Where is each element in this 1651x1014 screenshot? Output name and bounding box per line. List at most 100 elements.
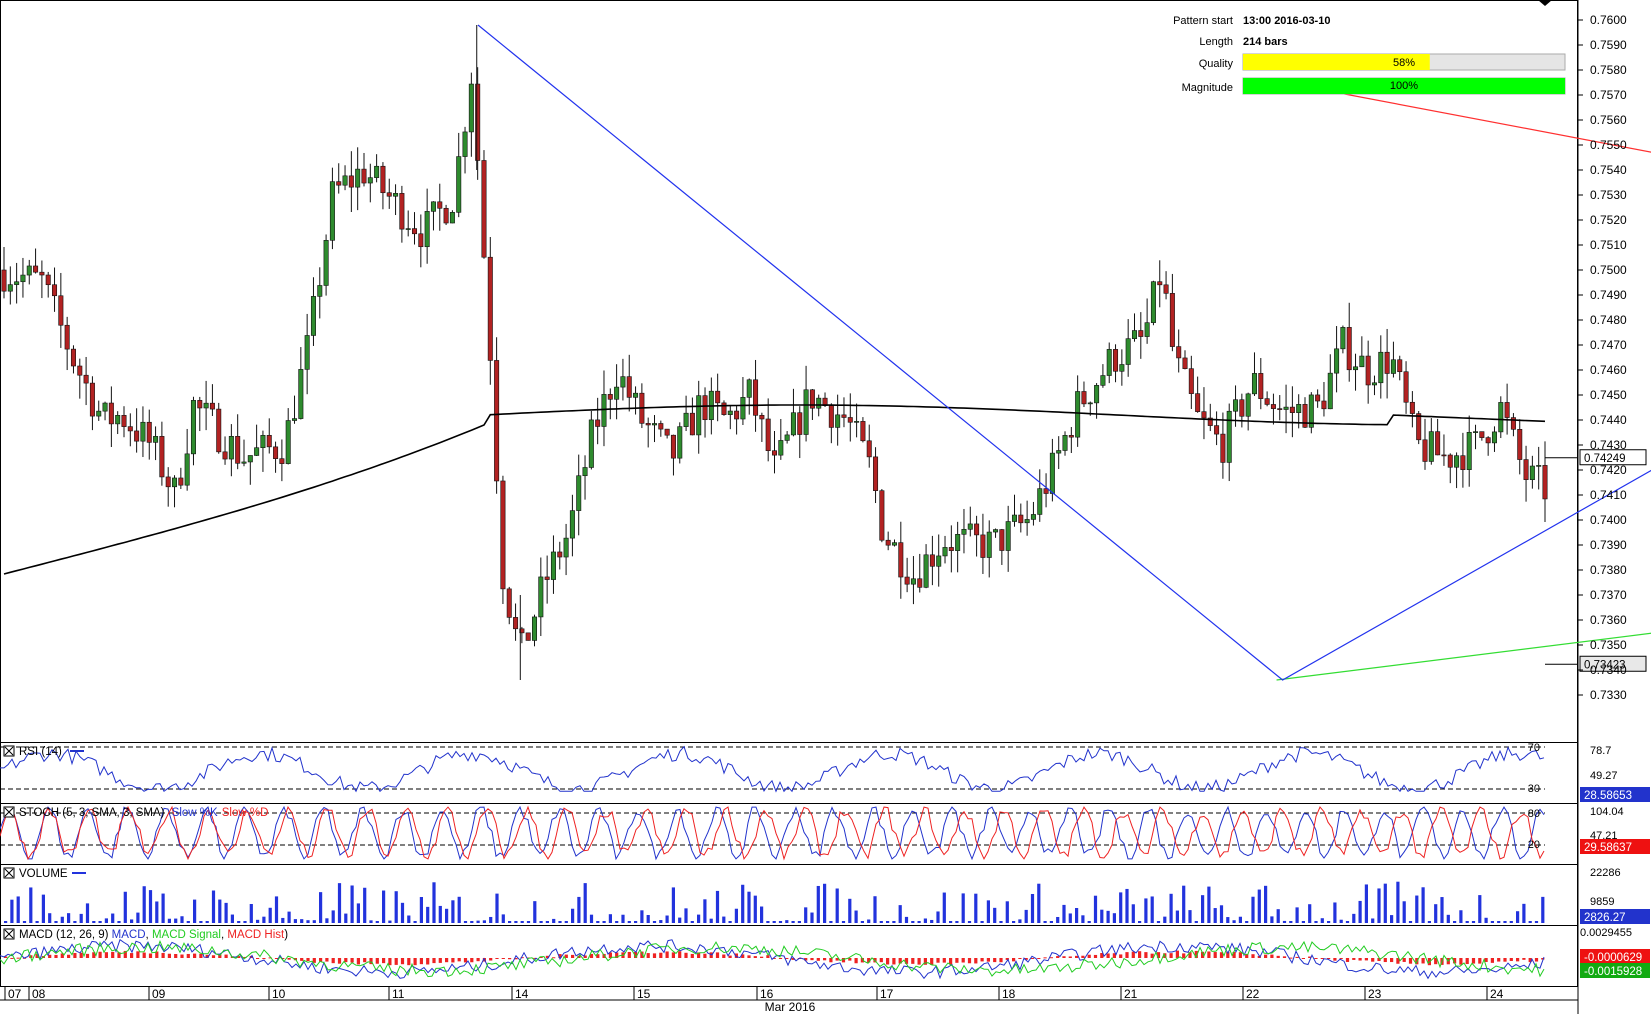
volume-bar <box>344 913 348 923</box>
candle-body <box>247 455 253 463</box>
volume-bar <box>558 921 562 923</box>
macd-hist-bar <box>892 958 896 965</box>
macd-hist-bar <box>1119 954 1123 958</box>
candle-body <box>626 376 632 398</box>
macd-hist-bar <box>256 958 260 959</box>
volume-bar <box>224 902 228 923</box>
price-tick-label: 0.7580 <box>1590 63 1627 77</box>
macd-hist-bar <box>123 950 127 958</box>
volume-bar <box>640 910 644 923</box>
price-panel[interactable] <box>0 0 1578 743</box>
macd-hist-bar <box>558 954 562 958</box>
volume-bar <box>1459 910 1463 923</box>
candle-body <box>1359 355 1365 368</box>
volume-bar <box>508 921 512 923</box>
candle-body <box>803 389 809 435</box>
candle-body <box>45 274 51 286</box>
macd-hist-bar <box>79 952 83 958</box>
candle-body <box>841 414 847 418</box>
macd-hist-bar <box>1030 958 1035 959</box>
volume-bar <box>268 907 272 923</box>
macd-hist-bar <box>564 954 568 958</box>
volume-bar <box>1541 896 1545 923</box>
volume-bar <box>1352 913 1356 923</box>
candle-body <box>1087 402 1093 405</box>
candle-body <box>273 446 279 459</box>
macd-hist-bar <box>1528 958 1532 963</box>
macd-hist-bar <box>703 953 707 958</box>
volume-bar <box>741 884 745 923</box>
rsi-level-30: 30 <box>1528 783 1540 795</box>
volume-bar <box>949 921 953 923</box>
candle-body <box>538 576 544 618</box>
macd-hist-bar <box>1106 953 1110 958</box>
volume-bar <box>262 916 266 923</box>
volume-bar <box>98 921 102 923</box>
time-tick-label: 22 <box>1246 987 1260 1001</box>
candle-body <box>664 428 670 436</box>
volume-bar <box>993 907 997 923</box>
macd-hist-bar <box>715 952 720 958</box>
volume-bar <box>325 918 329 923</box>
candle-body <box>986 531 992 558</box>
candle-body <box>513 617 519 630</box>
macd-hist-bar <box>760 956 764 958</box>
candle-body <box>891 542 897 546</box>
macd-hist-bar <box>1194 950 1198 958</box>
candle-body <box>1510 417 1516 430</box>
macd-hist-bar <box>690 953 694 958</box>
rsi-panel[interactable] <box>0 742 1578 804</box>
volume-bar <box>1308 904 1312 923</box>
candle-body <box>1049 452 1055 494</box>
volume-bar <box>1327 921 1331 923</box>
magnitude-bar-fill <box>1243 78 1565 94</box>
collapse-arrow-icon[interactable] <box>1538 0 1552 6</box>
volume-bar <box>1440 897 1444 923</box>
volume-panel[interactable] <box>0 864 1578 926</box>
volume-bar <box>1396 881 1400 923</box>
macd-title-comma-1: , <box>146 929 152 941</box>
volume-bar <box>634 921 638 923</box>
macd-hist-bar <box>73 953 77 958</box>
stoch-value-tag-text: 29.58637 <box>1584 842 1632 854</box>
volume-bar <box>426 906 430 923</box>
volume-scale-top: 22286 <box>1590 867 1621 879</box>
macd-panel[interactable] <box>0 925 1578 987</box>
macd-hist-bar <box>936 958 940 963</box>
volume-bar <box>243 921 247 923</box>
stoch-title-d: Slow %D <box>222 807 269 819</box>
volume-bar <box>911 921 915 923</box>
volume-bar <box>463 921 468 923</box>
volume-bar <box>155 901 159 923</box>
volume-bar <box>621 914 625 923</box>
macd-hist-bar <box>1081 955 1085 958</box>
volume-bar <box>148 890 153 923</box>
volume-bar <box>571 908 575 923</box>
candle-body <box>961 528 967 535</box>
candle-body <box>544 576 550 580</box>
volume-bar <box>1434 904 1438 923</box>
time-tick-label: 09 <box>152 987 166 1001</box>
macd-hist-bar <box>986 958 990 962</box>
candle-body <box>1428 431 1434 462</box>
price-tick-label: 0.7510 <box>1590 238 1627 252</box>
candle-body <box>1106 349 1112 376</box>
candle-body <box>797 412 803 435</box>
candle-body <box>1466 431 1472 470</box>
stoch-panel[interactable] <box>0 803 1578 865</box>
macd-hist-bar <box>1024 958 1028 960</box>
volume-bar <box>1188 910 1192 923</box>
candle-body <box>310 296 316 336</box>
macd-hist-bar <box>930 958 934 965</box>
macd-hist-bar <box>520 957 524 959</box>
macd-hist-bar <box>1226 951 1230 958</box>
volume-bar <box>136 912 140 923</box>
candle-body <box>595 419 601 427</box>
zigzag-pattern-line <box>477 24 1651 681</box>
candle-body <box>424 211 430 248</box>
stoch-value-tag <box>1580 839 1650 854</box>
quality-bar-text: 58% <box>1393 57 1415 69</box>
price-tick-label: 0.7400 <box>1590 513 1627 527</box>
candle-body <box>1207 417 1213 426</box>
